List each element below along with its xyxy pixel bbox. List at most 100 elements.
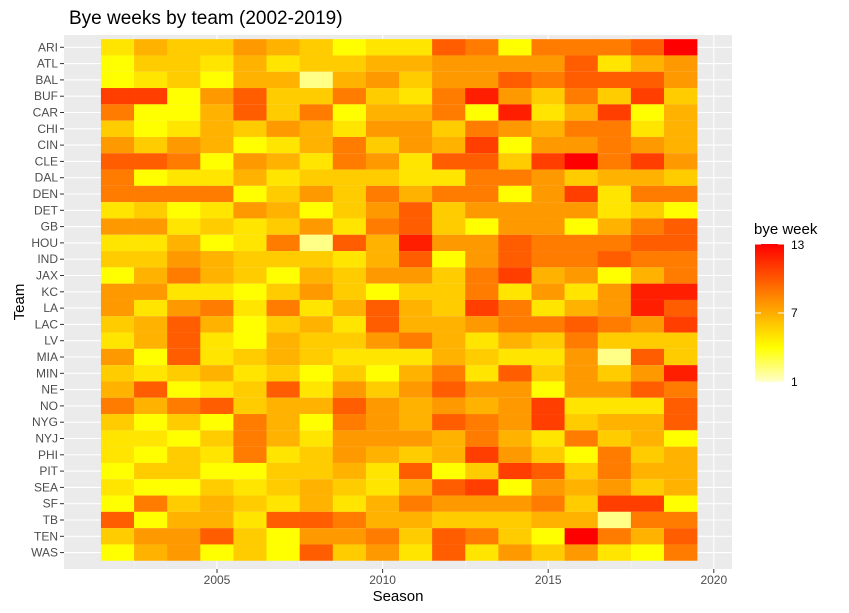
heatmap-tile [332, 185, 367, 203]
heatmap-tile [498, 185, 532, 203]
heatmap-tile [200, 218, 234, 235]
heatmap-tile [233, 153, 267, 170]
heatmap-tile [399, 430, 433, 447]
heatmap-tile [100, 185, 135, 203]
heatmap-tile [597, 446, 632, 463]
heatmap-tile [597, 55, 632, 72]
heatmap-tile [266, 88, 300, 105]
heatmap-tile [200, 169, 234, 186]
heatmap-tile [498, 479, 532, 496]
heatmap-tile [266, 120, 300, 137]
heatmap-tile [498, 414, 532, 431]
heatmap-tile [233, 430, 267, 447]
heatmap-tile [200, 414, 234, 431]
heatmap-tile [432, 348, 466, 366]
heatmap-tile [332, 55, 367, 72]
heatmap-tile [299, 202, 334, 219]
heatmap-tile [663, 446, 698, 463]
heatmap-tile [365, 267, 400, 284]
heatmap-tile [134, 283, 168, 300]
heatmap-tile [531, 267, 565, 284]
heatmap-tile [597, 104, 632, 121]
heatmap-tile [365, 316, 400, 333]
heatmap-tile [266, 381, 300, 398]
heatmap-tile [399, 528, 433, 545]
heatmap-tile [299, 55, 334, 72]
heatmap-tile [597, 218, 632, 235]
heatmap-tile [332, 218, 367, 235]
heatmap-tile [134, 185, 168, 203]
heatmap-tile [663, 39, 698, 56]
heatmap-tile [564, 365, 599, 382]
heatmap-tile [564, 136, 599, 154]
heatmap-tile [663, 495, 698, 512]
heatmap-tile [233, 185, 267, 203]
heatmap-tile [299, 169, 334, 186]
heatmap-tile [365, 332, 400, 349]
heatmap-tile [134, 495, 168, 512]
heatmap-tile [663, 218, 698, 235]
heatmap-tile [134, 479, 168, 496]
heatmap-tile [233, 381, 267, 398]
heatmap-tile [597, 316, 632, 333]
heatmap-tile [564, 169, 599, 186]
heatmap-tile [167, 528, 201, 545]
heatmap-tile [100, 495, 135, 512]
heatmap-tile [299, 446, 334, 463]
heatmap-tile [134, 39, 168, 56]
heatmap-tile [100, 397, 135, 415]
heatmap-tile [432, 169, 466, 186]
heatmap-tile [200, 381, 234, 398]
heatmap-tile [100, 39, 135, 56]
heatmap-tile [266, 365, 300, 382]
heatmap-tile [663, 202, 698, 219]
heatmap-tile [564, 299, 599, 317]
heatmap-tile [432, 218, 466, 235]
heatmap-tile [465, 71, 499, 89]
heatmap-tile [432, 39, 466, 56]
heatmap-tile [365, 39, 400, 56]
heatmap-tile [134, 332, 168, 349]
heatmap-tile [134, 71, 168, 89]
heatmap-tile [498, 348, 532, 366]
heatmap-tile [531, 251, 565, 268]
heatmap-tile [564, 251, 599, 268]
heatmap-tile [299, 365, 334, 382]
heatmap-tile [266, 348, 300, 366]
y-tick-label: DET [34, 203, 59, 217]
heatmap-tile [432, 251, 466, 268]
heatmap-tile [167, 544, 201, 561]
heatmap-tile [597, 462, 632, 480]
heatmap-tile [399, 446, 433, 463]
heatmap-tile [299, 88, 334, 105]
heatmap-tile [100, 218, 135, 235]
heatmap-tile [167, 120, 201, 137]
heatmap-tile [299, 332, 334, 349]
heatmap-tile [233, 169, 267, 186]
heatmap-tile [100, 71, 135, 89]
heatmap-tile [531, 39, 565, 56]
heatmap-tile [432, 365, 466, 382]
heatmap-tile [465, 169, 499, 186]
heatmap-tile [531, 479, 565, 496]
heatmap-tile [498, 332, 532, 349]
heatmap-tile [630, 528, 665, 545]
heatmap-tile [531, 185, 565, 203]
heatmap-tile [597, 544, 632, 561]
heatmap-tile [200, 397, 234, 415]
heatmap-tile [134, 381, 168, 398]
heatmap-tile [332, 544, 367, 561]
heatmap-tile [465, 348, 499, 366]
heatmap-tile [630, 71, 665, 89]
heatmap-tile [663, 55, 698, 72]
heatmap-tile [299, 495, 334, 512]
y-tick-label: SEA [34, 480, 58, 494]
heatmap-tile [564, 39, 599, 56]
heatmap-tile [597, 381, 632, 398]
y-tick-label: TEN [34, 529, 58, 543]
heatmap-tile [266, 104, 300, 121]
heatmap-tile [266, 332, 300, 349]
heatmap-tile [365, 462, 400, 480]
heatmap-tile [663, 71, 698, 89]
legend-label-min: 1 [791, 375, 798, 389]
